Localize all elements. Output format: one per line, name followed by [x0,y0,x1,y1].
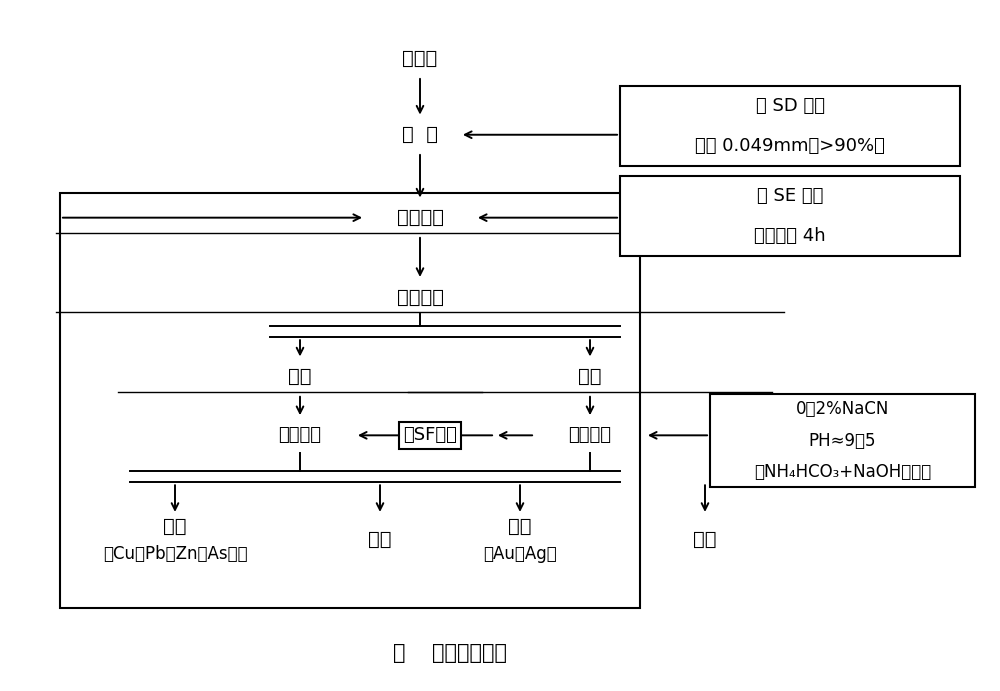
Bar [620,86,960,166]
Text: 氰渣: 氰渣 [693,529,717,549]
Text: 浸液: 浸液 [288,367,312,386]
Text: 细度 0.049mm（>90%）: 细度 0.049mm（>90%） [695,137,885,155]
Text: 氰化浸出: 氰化浸出 [568,426,612,444]
Text: 加SF试剂: 加SF试剂 [403,426,457,444]
Bar [60,193,640,608]
Text: 沉淀分离: 沉淀分离 [278,426,322,444]
Text: 杂质: 杂质 [163,517,187,536]
Text: 矿浆预浸: 矿浆预浸 [396,208,444,227]
Text: PH≈9．5: PH≈9．5 [809,431,876,450]
Text: 固液分离: 固液分离 [396,287,444,307]
Text: 加 SD 试剂: 加 SD 试剂 [756,97,824,115]
Text: 磨  矿: 磨 矿 [402,125,438,144]
Text: （Cu、Pb、Zn、As等）: （Cu、Pb、Zn、As等） [103,545,247,563]
Text: 酸浸渣: 酸浸渣 [402,49,438,68]
Text: 加 SE 试剂: 加 SE 试剂 [757,187,823,205]
Text: 贵液: 贵液 [508,517,532,536]
Text: （NH₄HCO₃+NaOH）介质: （NH₄HCO₃+NaOH）介质 [754,462,931,481]
Text: 0．2%NaCN: 0．2%NaCN [796,400,889,419]
Text: （Au、Ag）: （Au、Ag） [483,545,557,563]
Text: 图    新工艺流程图: 图 新工艺流程图 [393,643,507,663]
Text: 搅拌浸取 4h: 搅拌浸取 4h [754,227,826,245]
Bar [710,394,975,487]
Text: 清液: 清液 [368,529,392,549]
Bar [620,176,960,256]
Text: 浸渣: 浸渣 [578,367,602,386]
